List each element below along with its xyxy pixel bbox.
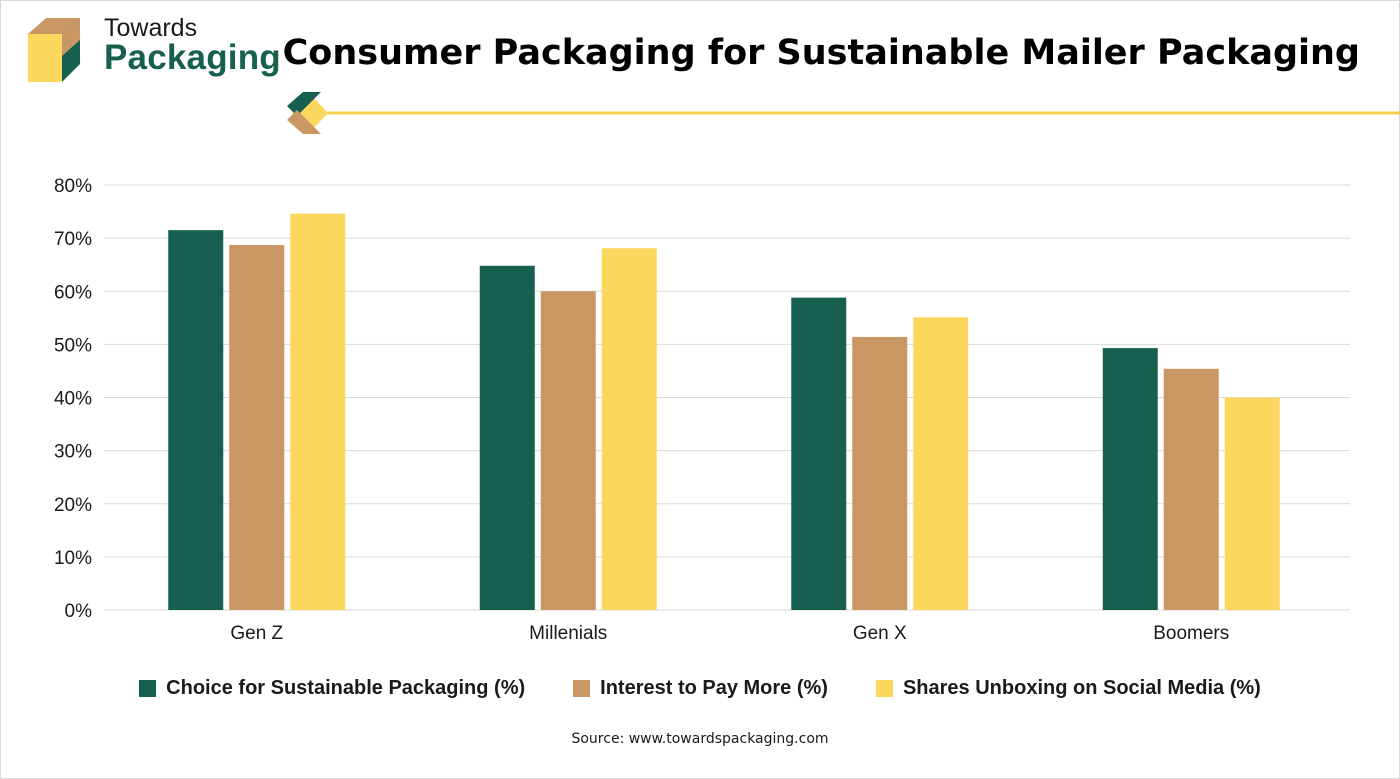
bar bbox=[290, 213, 346, 610]
y-tick-label: 50% bbox=[54, 335, 92, 356]
chart-title: Consumer Packaging for Sustainable Maile… bbox=[282, 33, 1360, 73]
legend-label: Interest to Pay More (%) bbox=[600, 677, 828, 699]
bar bbox=[229, 245, 285, 610]
bar-chart: 0% 10% 20% 30% 40% 50% 60% 70% 80% Gen Z Millenial… bbox=[54, 176, 1350, 644]
y-tick-label: 60% bbox=[54, 282, 92, 303]
bar bbox=[913, 317, 969, 610]
legend-swatch bbox=[139, 680, 157, 697]
y-tick-label: 0% bbox=[65, 601, 93, 622]
bar bbox=[1102, 348, 1158, 610]
y-tick-label: 10% bbox=[54, 548, 92, 569]
brand-name-line1: Towards bbox=[104, 14, 198, 42]
y-tick-label: 70% bbox=[54, 229, 92, 250]
bar bbox=[1163, 368, 1219, 610]
y-tick-label: 30% bbox=[54, 442, 92, 463]
bar bbox=[852, 336, 908, 610]
bar bbox=[540, 291, 596, 610]
y-tick-label: 80% bbox=[54, 176, 92, 197]
x-tick-label: Boomers bbox=[1153, 623, 1229, 644]
brand-logo: Towards Packaging bbox=[22, 14, 282, 90]
legend-item: Shares Unboxing on Social Media (%) bbox=[875, 677, 1261, 700]
x-tick-label: Gen X bbox=[853, 623, 907, 644]
x-tick-label: Gen Z bbox=[230, 623, 283, 644]
y-tick-label: 40% bbox=[54, 389, 92, 410]
source-note: Source: www.towardspackaging.com bbox=[571, 731, 829, 747]
bar bbox=[1224, 397, 1280, 610]
legend-swatch bbox=[573, 680, 591, 697]
brand-name-line2: Packaging bbox=[104, 38, 281, 77]
bar bbox=[791, 297, 847, 610]
title-divider bbox=[287, 92, 1400, 134]
box-logo-icon bbox=[28, 18, 80, 82]
x-tick-label: Millenials bbox=[529, 623, 607, 644]
bar bbox=[168, 230, 224, 610]
legend-item: Interest to Pay More (%) bbox=[573, 677, 828, 700]
legend-swatch bbox=[875, 680, 893, 697]
legend-item: Choice for Sustainable Packaging (%) bbox=[139, 677, 525, 700]
y-tick-label: 20% bbox=[54, 495, 92, 516]
legend-label: Shares Unboxing on Social Media (%) bbox=[902, 677, 1261, 699]
bar bbox=[601, 248, 657, 610]
legend-label: Choice for Sustainable Packaging (%) bbox=[166, 677, 526, 699]
chart-legend: Choice for Sustainable Packaging (%) Inte… bbox=[0, 677, 1400, 700]
bar bbox=[479, 265, 535, 610]
